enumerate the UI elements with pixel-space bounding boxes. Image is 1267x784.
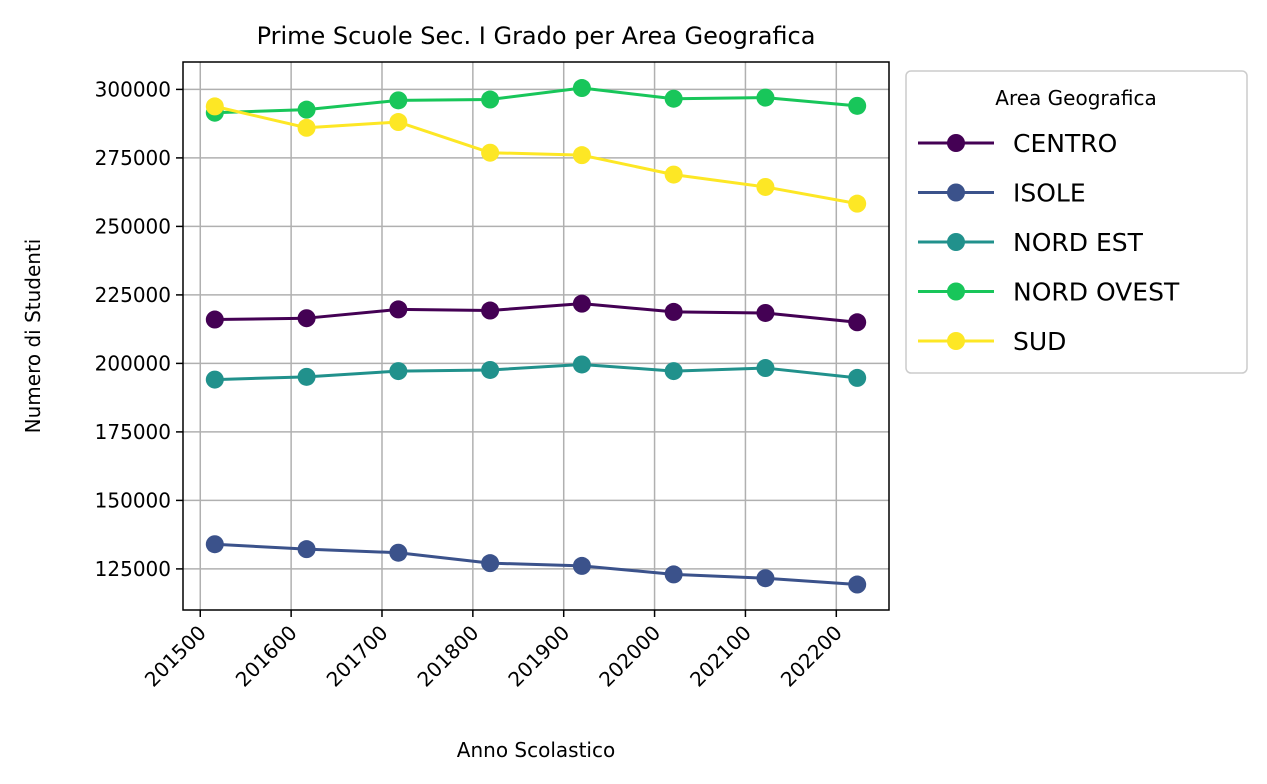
series-centro [205, 294, 867, 332]
series-nord-ovest [205, 79, 867, 122]
grid [183, 62, 889, 610]
y-tick-label: 300000 [95, 77, 171, 101]
legend-swatch-marker [947, 134, 965, 152]
data-point [572, 556, 591, 575]
legend-label: CENTRO [1013, 129, 1117, 158]
chart-title: Prime Scuole Sec. I Grado per Area Geogr… [257, 22, 816, 50]
legend-item: ISOLE [918, 179, 1086, 208]
legend-item: SUD [918, 327, 1066, 356]
legend-item: NORD OVEST [918, 278, 1180, 307]
data-point [572, 355, 591, 374]
data-point [572, 294, 591, 313]
series-line [214, 86, 858, 115]
x-tick-label: 201600 [231, 621, 302, 692]
data-point [664, 165, 683, 184]
x-axis: 201500 201600 201700 201800 201900 202000 2021… [140, 610, 847, 692]
legend-swatch-marker [947, 233, 965, 251]
data-point [205, 370, 224, 389]
data-point [481, 554, 500, 573]
legend-swatch-marker [947, 332, 965, 350]
series-isole [205, 535, 867, 594]
series-line [214, 542, 858, 587]
data-point [664, 565, 683, 584]
data-point [205, 310, 224, 329]
series-line [214, 104, 858, 206]
legend-item: CENTRO [918, 129, 1117, 158]
data-point [481, 143, 500, 162]
x-tick-label: 201900 [503, 621, 574, 692]
data-point [297, 118, 316, 137]
data-point [572, 79, 591, 98]
data-point [297, 540, 316, 559]
data-point [848, 96, 867, 115]
data-point [848, 368, 867, 387]
x-tick-label: 202100 [685, 621, 756, 692]
data-point [664, 362, 683, 381]
series-layer [205, 79, 867, 594]
legend-item: NORD EST [918, 228, 1144, 257]
y-axis-label: Numero di Studenti [21, 239, 45, 434]
data-point [756, 569, 775, 588]
y-tick-label: 200000 [95, 351, 171, 375]
data-point [756, 88, 775, 107]
data-point [756, 359, 775, 378]
data-point [664, 302, 683, 321]
data-point [389, 362, 408, 381]
data-point [389, 300, 408, 319]
x-tick-label: 201500 [140, 621, 211, 692]
y-tick-label: 175000 [95, 420, 171, 444]
legend-items: CENTRO ISOLE NORD EST NORD OVEST SUD [918, 129, 1180, 356]
y-tick-label: 150000 [95, 488, 171, 512]
data-point [205, 97, 224, 116]
legend-label: ISOLE [1013, 179, 1086, 208]
data-point [389, 113, 408, 132]
data-point [389, 91, 408, 110]
data-point [848, 194, 867, 213]
legend-label: NORD EST [1013, 228, 1144, 257]
x-axis-label: Anno Scolastico [457, 738, 615, 762]
x-tick-label: 201800 [412, 621, 483, 692]
legend-swatch-marker [947, 282, 965, 301]
data-point [297, 309, 316, 328]
data-point [481, 90, 500, 109]
legend-box [905, 70, 1248, 374]
series-line [214, 302, 858, 324]
data-point [848, 575, 867, 594]
legend: Area Geografica CENTRO ISOLE NORD EST NORD … [905, 70, 1248, 374]
series-sud [205, 97, 867, 213]
y-tick-label: 250000 [95, 214, 171, 238]
data-point [756, 177, 775, 196]
y-axis: 125000 150000 175000 200000 225000 250000 2750… [95, 77, 183, 581]
data-point [756, 303, 775, 322]
data-point [297, 100, 316, 119]
legend-label: NORD OVEST [1013, 278, 1180, 307]
plot-frame [182, 61, 890, 611]
x-tick-label: 202000 [594, 621, 665, 692]
data-point [297, 367, 316, 386]
legend-swatch-marker [947, 183, 965, 202]
y-tick-label: 275000 [95, 146, 171, 170]
x-tick-label: 201700 [322, 621, 393, 692]
y-tick-label: 225000 [95, 283, 171, 307]
series-nord-est [205, 355, 867, 389]
data-point [848, 313, 867, 332]
legend-label: SUD [1013, 327, 1066, 356]
data-point [664, 89, 683, 108]
data-point [389, 543, 408, 562]
data-point [481, 301, 500, 320]
data-point [572, 146, 591, 165]
legend-title: Area Geografica [995, 86, 1156, 110]
y-tick-label: 125000 [95, 557, 171, 581]
data-point [481, 360, 500, 379]
series-line [214, 362, 858, 382]
x-tick-label: 202200 [776, 621, 847, 692]
data-point [205, 535, 224, 554]
